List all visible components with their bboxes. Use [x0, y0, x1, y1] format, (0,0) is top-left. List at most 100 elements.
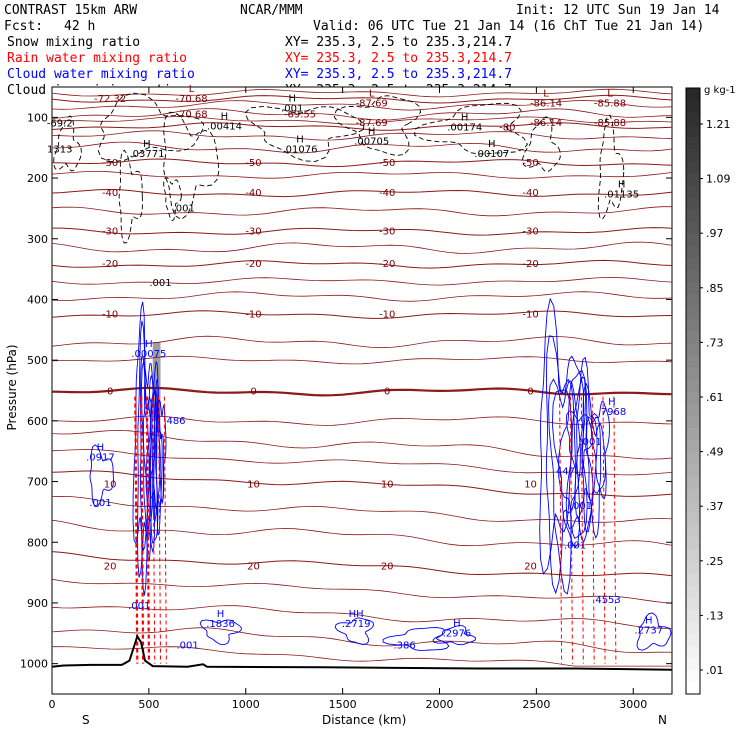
max-min-value: -86.14: [530, 98, 562, 109]
isotherm-line: [51, 646, 672, 667]
terrain-line: [51, 633, 673, 671]
max-min-value: .001: [149, 278, 171, 289]
isotherm-label: 0: [527, 387, 533, 398]
colorbar-swatch: [686, 475, 700, 489]
y-tick-label: 100: [27, 111, 48, 124]
isotherm--70: [51, 94, 673, 104]
snow-contour: [244, 105, 365, 162]
colorbar-swatch: [686, 536, 700, 550]
max-min-marker: L: [189, 84, 195, 95]
max-min-marker: H: [488, 139, 496, 150]
colorbar-swatch: [686, 584, 700, 598]
south-label: S: [82, 713, 90, 727]
y-axis-label: Pressure (hPa): [5, 344, 19, 430]
colorbar-swatch: [686, 597, 700, 610]
isotherm-label: 0: [107, 387, 113, 398]
max-min-value: .001: [128, 601, 150, 612]
max-min-marker: H: [145, 339, 153, 350]
cloud-water-contour: [586, 416, 607, 539]
y-tick-label: 200: [27, 172, 48, 185]
max-min-marker: L: [543, 88, 549, 99]
max-min-value: .7968: [598, 407, 627, 418]
isotherm-label: -85.88: [594, 118, 626, 129]
colorbar-swatch: [686, 560, 700, 574]
colorbar-swatch: [686, 645, 700, 659]
colorbar-swatch: [686, 100, 700, 113]
colorbar-swatch: [686, 427, 700, 440]
isotherm-label: -10: [245, 310, 261, 321]
colorbar-swatch: [686, 281, 700, 295]
colorbar-swatch: [686, 681, 700, 695]
cloud-water-contour: [565, 376, 594, 543]
isotherm--50: [51, 158, 673, 168]
colorbar-swatch: [686, 378, 700, 392]
x-axis: 0 500 1000 1500 2000 2500 3000: [49, 87, 647, 711]
isotherm-line: [51, 108, 673, 121]
colorbar-label: .25: [706, 555, 724, 568]
max-min-value: .2719: [342, 619, 371, 630]
colorbar-label: 1.09: [706, 173, 731, 186]
init-time: Init: 12 UTC Sun 19 Jan 14: [516, 3, 720, 18]
max-min-marker: H: [461, 113, 469, 124]
max-min-value: .00075: [131, 349, 166, 360]
isotherm-line: [51, 291, 673, 302]
colorbar-swatch: [686, 330, 700, 344]
max-min-value: .001: [564, 540, 586, 551]
colorbar-swatch: [686, 257, 700, 271]
isotherm-label: -50: [245, 158, 261, 169]
colorbar-swatch: [686, 209, 700, 222]
isotherm-label: -20: [379, 259, 395, 270]
snow-contour: [597, 114, 625, 220]
colorbar-swatch: [686, 621, 700, 634]
x-tick-label: 3000: [619, 698, 647, 711]
max-min-value: -69.2: [47, 118, 73, 129]
max-min-value: 4553: [595, 595, 620, 606]
x-tick-label: 1500: [329, 698, 357, 711]
colorbar-swatch: [686, 160, 700, 174]
colorbar-swatch: [686, 366, 700, 380]
max-min-value: .001: [579, 437, 601, 448]
colorbar-label: .85: [706, 282, 724, 295]
isotherm-label: -30: [102, 226, 118, 237]
colorbar-swatch: [686, 88, 700, 101]
colorbar-swatch: [686, 609, 700, 622]
colorbar-swatch: [686, 669, 700, 683]
y-tick-label: 300: [27, 233, 48, 246]
rain-contour: [580, 396, 584, 664]
y-tick-label: 700: [27, 476, 48, 489]
isotherm-line: [51, 171, 673, 179]
rain-contour: [602, 396, 606, 664]
colorbar-swatch: [686, 403, 700, 416]
max-min-value: .001: [570, 501, 592, 512]
colorbar-swatch: [686, 487, 700, 501]
colorbar-label: .37: [706, 500, 724, 513]
colorbar-swatch: [686, 269, 700, 283]
y-tick-label: 400: [27, 293, 48, 306]
rain-contour: [134, 396, 139, 664]
max-min-value: .001: [176, 640, 198, 651]
isotherm-0: [51, 386, 673, 397]
cloud-water-contour: [558, 370, 588, 539]
max-min-value: 447: [556, 466, 575, 477]
y-tick-label: 900: [27, 597, 48, 610]
colorbar-swatch: [686, 548, 700, 562]
colorbar-frame: [685, 87, 701, 695]
max-min-value: -87.69: [356, 98, 388, 109]
cloud-water-contour: [636, 612, 672, 651]
isotherm-label: -50: [379, 158, 395, 169]
colorbar-swatch: [686, 500, 700, 513]
colorbar-swatch: [686, 657, 700, 671]
y-tick-label: 500: [27, 354, 48, 367]
cloud-water-contour: [590, 400, 610, 500]
isotherm-label: -20: [245, 259, 261, 270]
cloud-water-contour: [581, 382, 602, 533]
max-min-marker: H: [217, 609, 225, 620]
cloud-water-contour: [132, 301, 150, 552]
max-min-value: .00107: [474, 149, 509, 160]
isotherm--30: [52, 227, 673, 236]
max-min-value: -70.68: [175, 94, 207, 105]
rain-contours: [134, 396, 617, 664]
plot-area: -72.32 -50 -50 -50 -50 -40 -40 -40 -40 -30 -30 -30 -…: [20, 84, 673, 711]
max-min-labels: L-70.68L-87.69L-86.14L-85.88H.001H.00705…: [47, 84, 663, 651]
